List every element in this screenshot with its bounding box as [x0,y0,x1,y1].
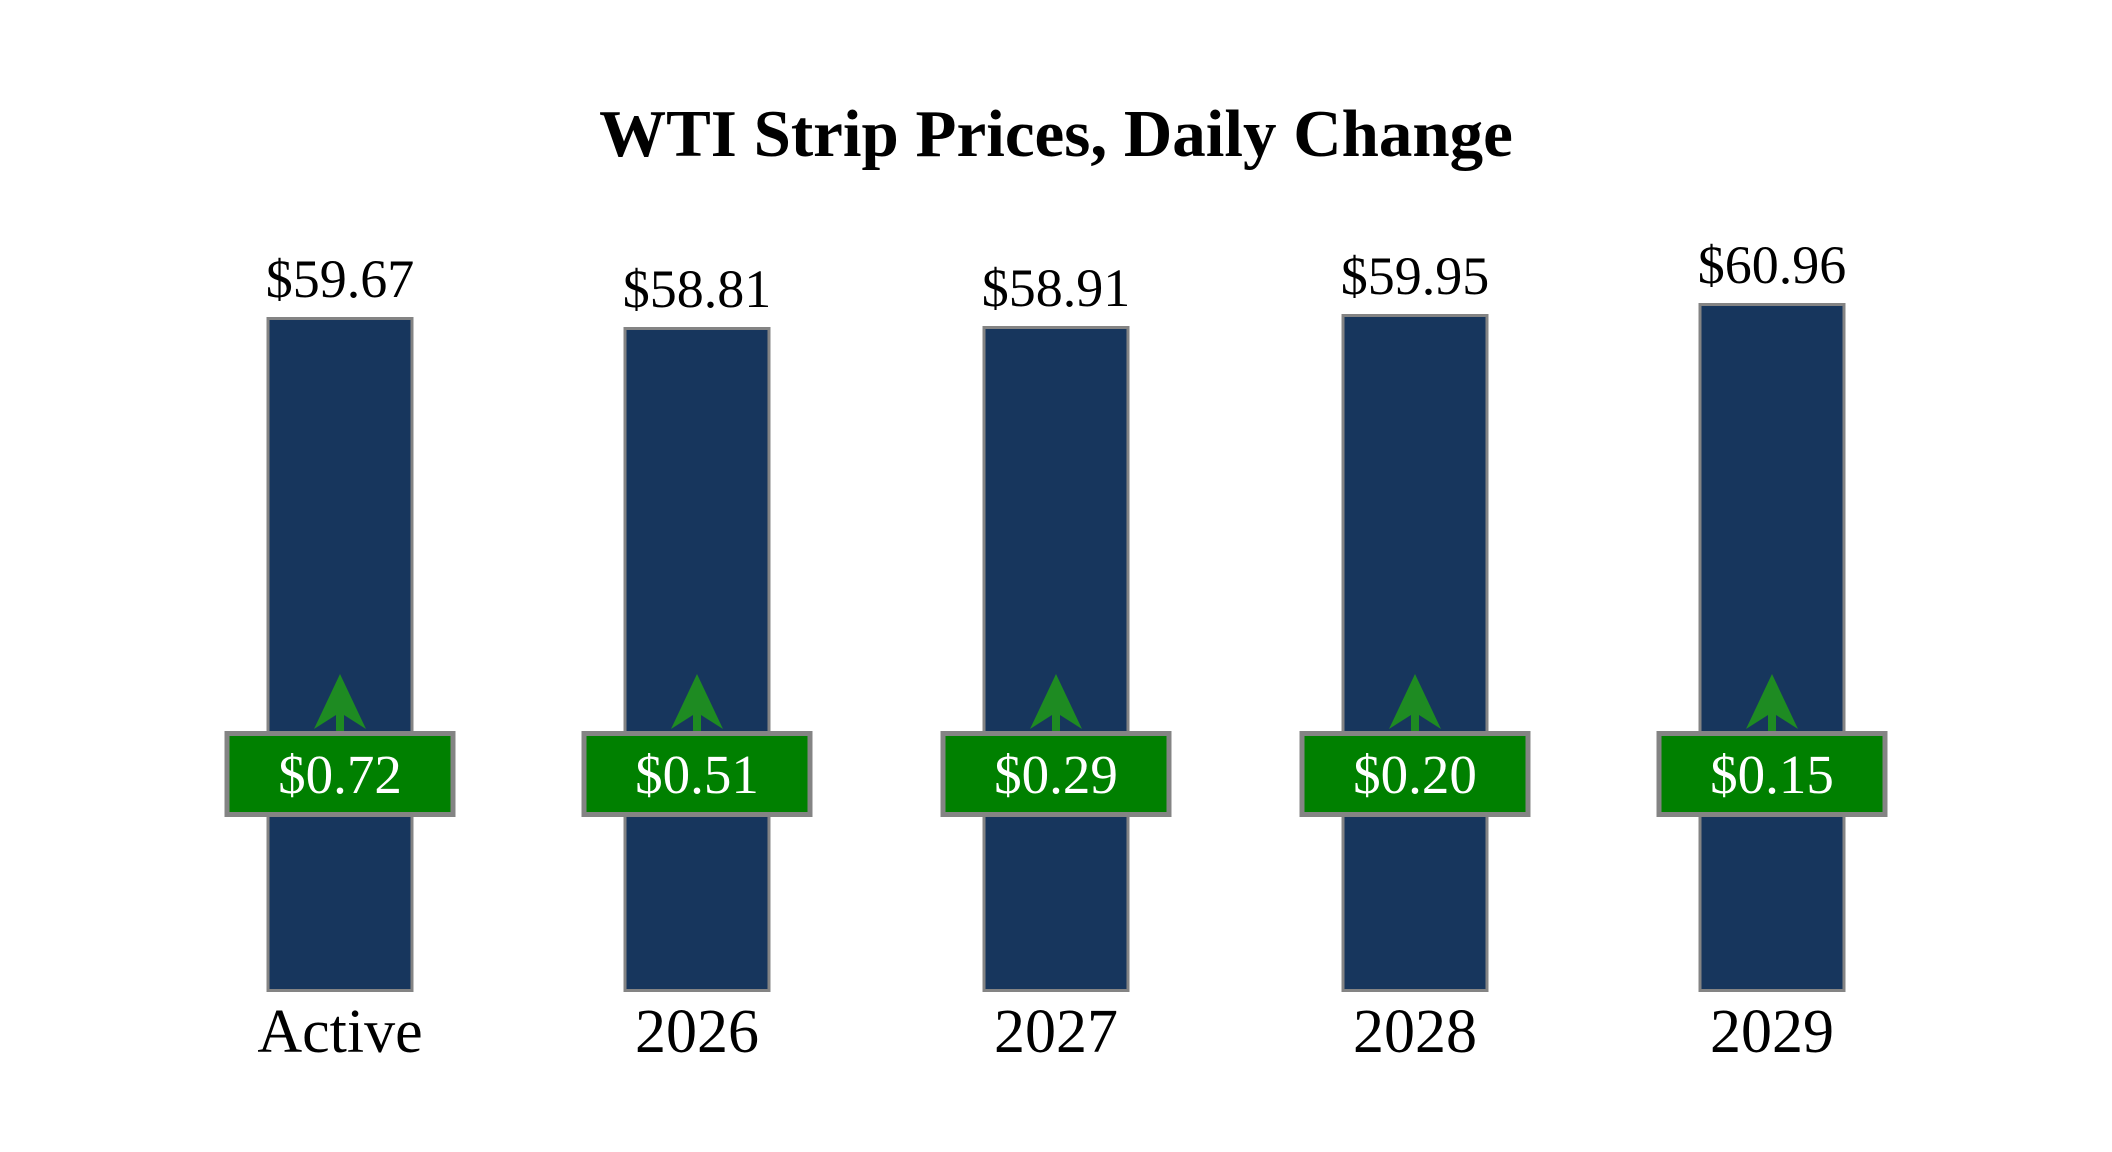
up-arrow-icon [1746,674,1798,731]
category-label: 2027 [994,998,1118,1066]
change-badge: $0.20 [1299,731,1531,817]
bar-group: $60.96 $0.15 2029 [1622,0,1922,1152]
category-label: 2029 [1710,998,1834,1066]
change-badge: $0.72 [224,731,456,817]
price-label: $60.96 [1697,235,1847,295]
up-arrow-icon [671,674,723,731]
price-bar [982,326,1130,992]
change-badge: $0.29 [940,731,1172,817]
up-arrow-icon [314,674,366,731]
change-value: $0.20 [1353,743,1477,805]
price-label: $58.81 [622,259,772,319]
bar-group: $59.67 $0.72 Active [190,0,490,1152]
change-value: $0.51 [635,743,759,805]
change-value: $0.15 [1710,743,1834,805]
change-badge: $0.15 [1656,731,1888,817]
price-label: $59.67 [265,249,415,309]
change-value: $0.72 [278,743,402,805]
price-label: $58.91 [981,258,1131,318]
price-bar [266,317,414,992]
bar-group: $58.81 $0.51 2026 [547,0,847,1152]
bar-group: $59.95 $0.20 2028 [1265,0,1565,1152]
price-bar [1698,303,1846,992]
category-label: 2028 [1353,998,1477,1066]
category-label: Active [257,998,423,1066]
up-arrow-icon [1030,674,1082,731]
price-bar [623,327,771,992]
bar-group: $58.91 $0.29 2027 [906,0,1206,1152]
category-label: 2026 [635,998,759,1066]
price-bar [1341,314,1489,992]
chart-title: WTI Strip Prices, Daily Change [599,97,1513,171]
up-arrow-icon [1389,674,1441,731]
change-badge: $0.51 [581,731,813,817]
change-value: $0.29 [994,743,1118,805]
price-label: $59.95 [1340,246,1490,306]
